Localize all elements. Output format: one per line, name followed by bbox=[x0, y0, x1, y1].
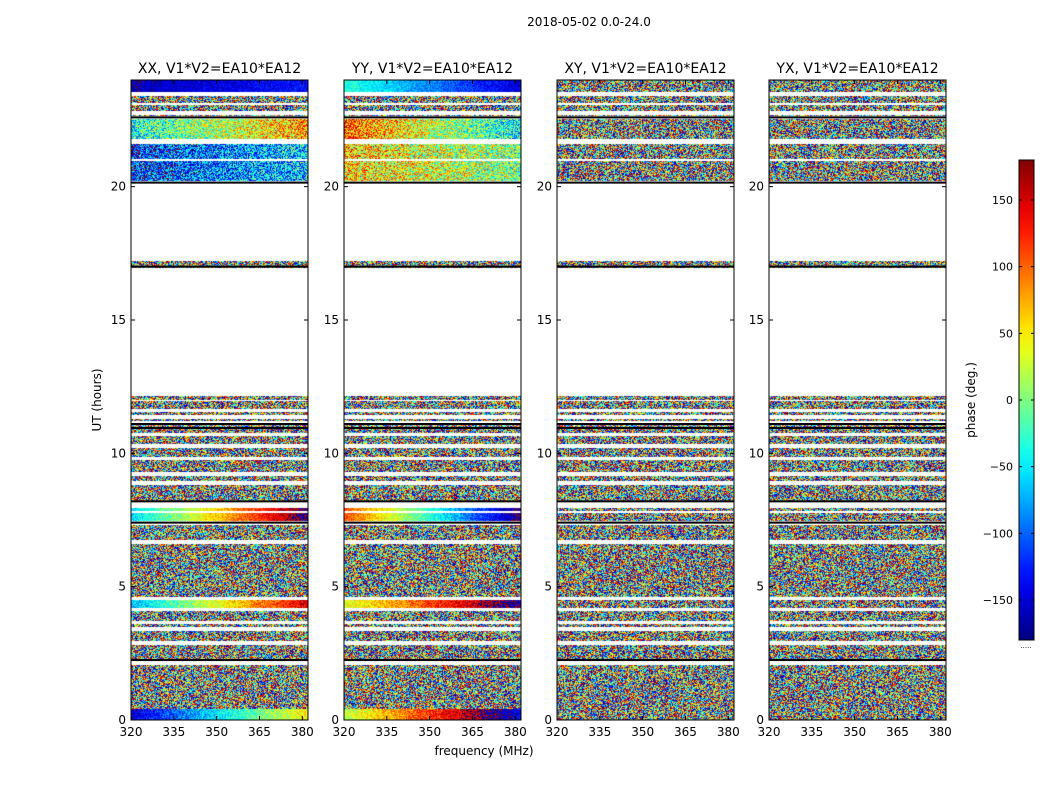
colorbar-tick-label: 50 bbox=[999, 327, 1013, 340]
panel-yy: YY, V1*V2=EA10*EA12 320 335 350 365 380 0 5 10 15… bbox=[324, 61, 527, 739]
x-tick-label: 335 bbox=[375, 725, 398, 739]
y-tick-label: 0 bbox=[331, 713, 339, 727]
y-tick-label: 20 bbox=[111, 180, 126, 194]
panel-yx: YX, V1*V2=EA10*EA12 320 335 350 365 380 0 5 10 15… bbox=[749, 61, 952, 739]
colorbar: phase (deg.) ..... −150 −100 −50 0 50 100 150 bbox=[964, 159, 1035, 650]
colorbar-tick-label: −150 bbox=[983, 594, 1013, 607]
panel-frame bbox=[768, 79, 947, 721]
y-tick-label: 0 bbox=[756, 713, 764, 727]
y-tick-label: 15 bbox=[537, 313, 552, 327]
panel-title: YY, V1*V2=EA10*EA12 bbox=[351, 61, 513, 77]
colorbar-tick-label: −50 bbox=[990, 461, 1013, 474]
y-tick-label: 5 bbox=[544, 580, 552, 594]
y-tick-label: 10 bbox=[324, 446, 339, 460]
y-tick-label: 15 bbox=[111, 313, 126, 327]
y-tick-label: 10 bbox=[749, 446, 764, 460]
y-tick-label: 5 bbox=[118, 580, 126, 594]
x-tick-label: 320 bbox=[120, 725, 143, 739]
y-tick-label: 20 bbox=[324, 180, 339, 194]
x-tick-label: 365 bbox=[886, 725, 909, 739]
y-tick-label: 15 bbox=[324, 313, 339, 327]
y-tick-label: 10 bbox=[111, 446, 126, 460]
x-tick-label: 350 bbox=[418, 725, 441, 739]
x-tick-label: 365 bbox=[248, 725, 271, 739]
x-tick-label: 320 bbox=[333, 725, 356, 739]
y-tick-label: 5 bbox=[756, 580, 764, 594]
heatmap-image bbox=[131, 80, 308, 720]
x-tick-label: 320 bbox=[758, 725, 781, 739]
x-tick-label: 350 bbox=[205, 725, 228, 739]
y-tick-label: 20 bbox=[537, 180, 552, 194]
x-tick-label: 350 bbox=[631, 725, 654, 739]
colorbar-bottom-marker: ..... bbox=[1020, 642, 1031, 650]
heatmap-image bbox=[557, 80, 734, 720]
panel-frame bbox=[556, 79, 735, 721]
x-tick-label: 380 bbox=[291, 725, 314, 739]
x-tick-label: 335 bbox=[800, 725, 823, 739]
colorbar-tick-label: 100 bbox=[992, 261, 1013, 274]
x-tick-label: 350 bbox=[843, 725, 866, 739]
x-tick-label: 335 bbox=[162, 725, 185, 739]
x-tick-label: 380 bbox=[717, 725, 740, 739]
panel-title: YX, V1*V2=EA10*EA12 bbox=[775, 61, 938, 77]
x-tick-label: 335 bbox=[588, 725, 611, 739]
colorbar-tick-label: 150 bbox=[992, 194, 1013, 207]
colorbar-tick-label: −100 bbox=[983, 527, 1013, 540]
panel-title: XX, V1*V2=EA10*EA12 bbox=[138, 61, 301, 77]
y-tick-label: 20 bbox=[749, 180, 764, 194]
x-tick-label: 380 bbox=[504, 725, 527, 739]
heatmap-image bbox=[769, 80, 946, 720]
y-axis-label: UT (hours) bbox=[90, 368, 104, 431]
heatmap-image bbox=[344, 80, 521, 720]
x-tick-label: 365 bbox=[674, 725, 697, 739]
x-tick-label: 380 bbox=[929, 725, 952, 739]
panels: XX, V1*V2=EA10*EA12 320 335 350 365 380 0 5 10 15… bbox=[111, 61, 952, 739]
panel-xx: XX, V1*V2=EA10*EA12 320 335 350 365 380 0 5 10 15… bbox=[111, 61, 314, 739]
y-tick-label: 0 bbox=[544, 713, 552, 727]
x-tick-label: 320 bbox=[546, 725, 569, 739]
y-tick-label: 0 bbox=[118, 713, 126, 727]
figure-suptitle: 2018-05-02 0.0-24.0 bbox=[527, 15, 651, 29]
colorbar-label: phase (deg.) bbox=[964, 362, 978, 438]
x-axis-label: frequency (MHz) bbox=[434, 744, 533, 758]
panel-frame bbox=[343, 79, 522, 721]
panel-frame bbox=[130, 79, 309, 721]
panel-xy: XY, V1*V2=EA10*EA12 320 335 350 365 380 0 5 10 15… bbox=[537, 61, 740, 739]
x-tick-label: 365 bbox=[461, 725, 484, 739]
colorbar-tick-label: 0 bbox=[1006, 394, 1013, 407]
y-tick-label: 5 bbox=[331, 580, 339, 594]
y-tick-label: 10 bbox=[537, 446, 552, 460]
y-tick-label: 15 bbox=[749, 313, 764, 327]
panel-title: XY, V1*V2=EA10*EA12 bbox=[564, 61, 726, 77]
